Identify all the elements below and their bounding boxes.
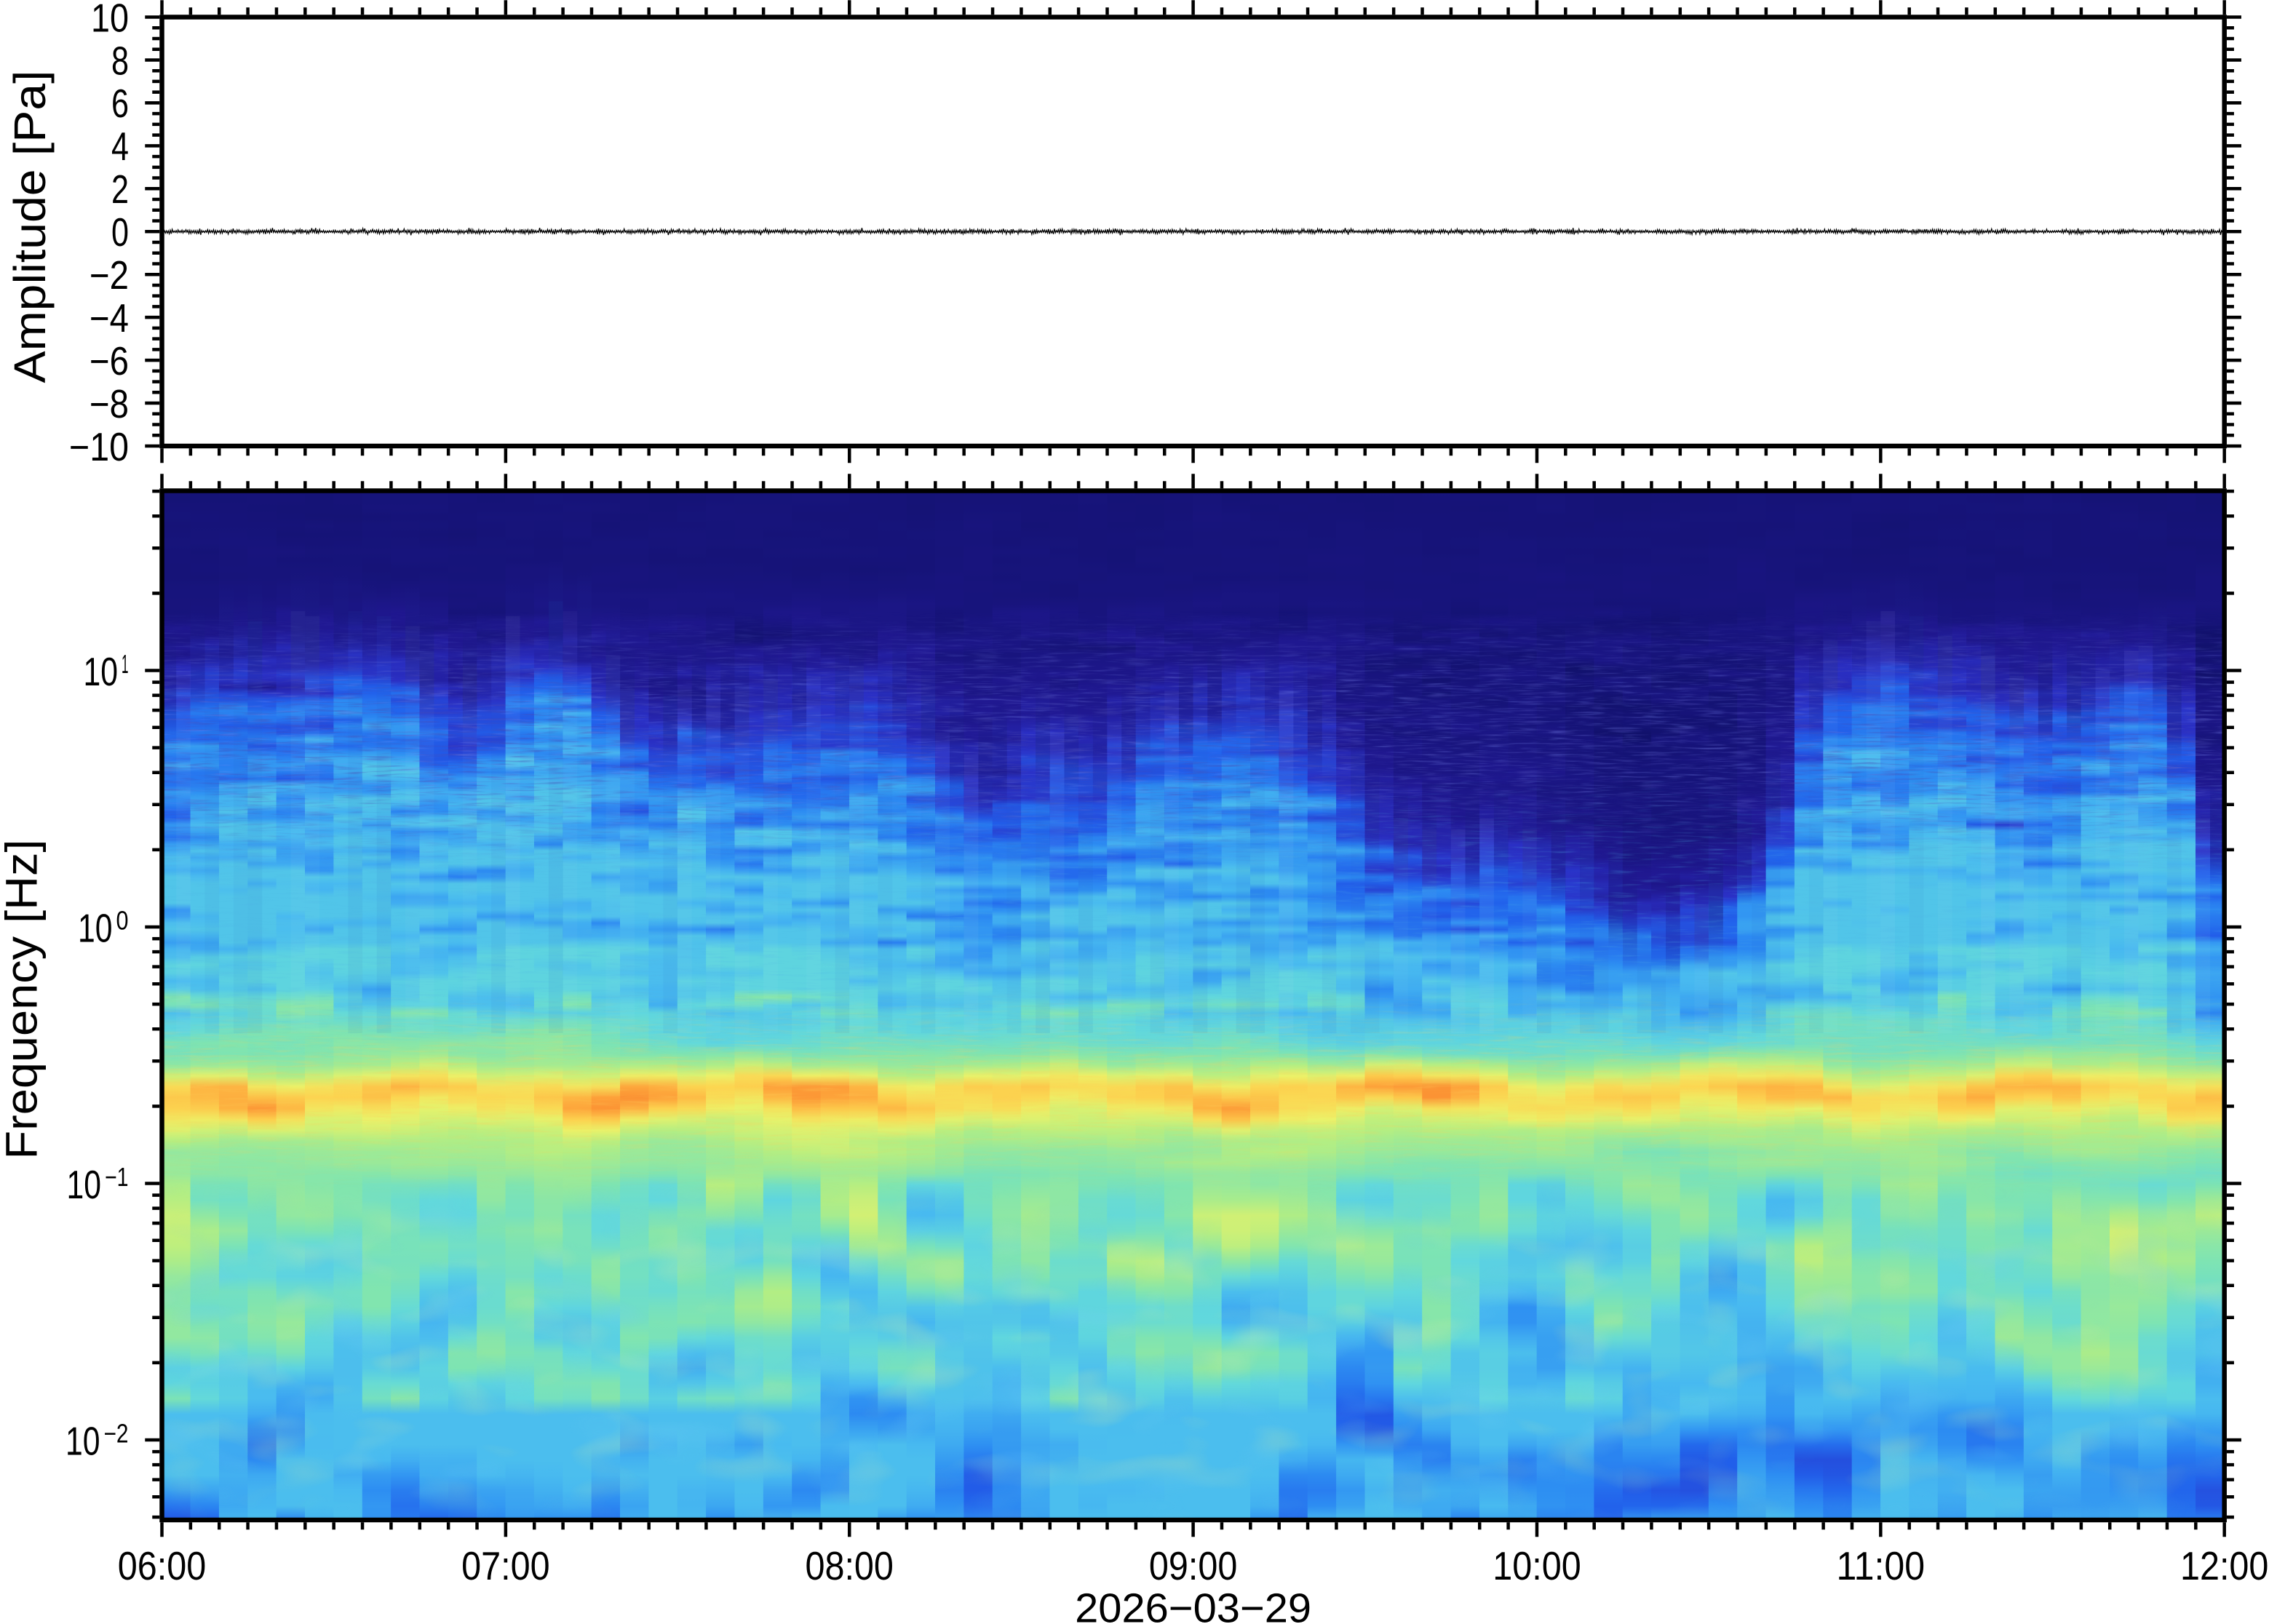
- svg-text:10:00: 10:00: [1493, 1544, 1581, 1588]
- svg-text:−6: −6: [90, 339, 129, 383]
- svg-text:−10: −10: [69, 425, 129, 469]
- svg-text:10: 10: [65, 1420, 100, 1464]
- svg-text:Amplitude [Pa]: Amplitude [Pa]: [5, 71, 55, 383]
- svg-text:−2: −2: [104, 1419, 129, 1449]
- svg-text:0: 0: [111, 210, 129, 255]
- svg-text:10: 10: [78, 907, 113, 951]
- svg-text:11:00: 11:00: [1837, 1544, 1926, 1588]
- svg-text:−2: −2: [90, 253, 129, 298]
- svg-text:Frequency [Hz]: Frequency [Hz]: [0, 840, 47, 1160]
- svg-text:0: 0: [116, 906, 129, 936]
- svg-text:1: 1: [122, 649, 129, 679]
- svg-text:4: 4: [111, 124, 129, 169]
- svg-text:10: 10: [67, 1163, 102, 1207]
- svg-text:12:00: 12:00: [2180, 1544, 2269, 1588]
- svg-text:−8: −8: [90, 382, 129, 426]
- svg-text:08:00: 08:00: [805, 1544, 894, 1588]
- svg-text:2026−03−29: 2026−03−29: [1075, 1585, 1311, 1624]
- svg-text:10: 10: [84, 650, 119, 694]
- svg-text:2: 2: [111, 167, 129, 212]
- svg-text:09:00: 09:00: [1149, 1544, 1238, 1588]
- svg-text:06:00: 06:00: [118, 1544, 207, 1588]
- svg-text:8: 8: [111, 39, 129, 83]
- svg-text:6: 6: [111, 81, 129, 126]
- svg-text:−1: −1: [105, 1162, 129, 1192]
- svg-text:−4: −4: [90, 296, 129, 341]
- svg-text:10: 10: [91, 0, 129, 40]
- svg-text:07:00: 07:00: [461, 1544, 550, 1588]
